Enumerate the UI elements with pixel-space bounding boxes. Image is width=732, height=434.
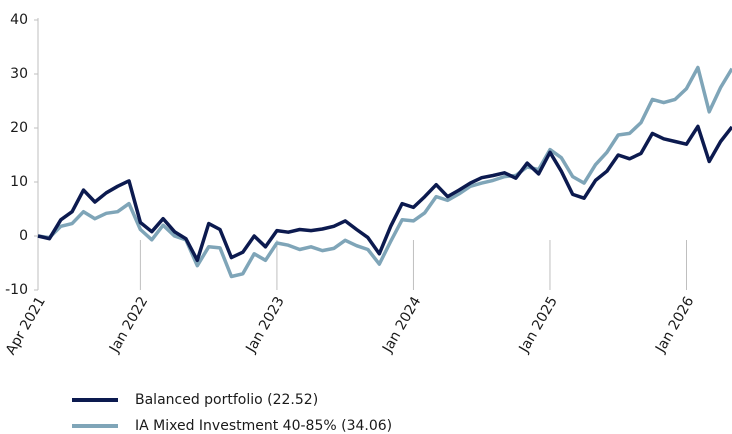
x-tick-label: Apr 2021 (3, 294, 49, 358)
x-tick-label: Jan 2023 (243, 294, 288, 356)
y-tick-label: 30 (10, 66, 28, 82)
series-line (37, 65, 732, 279)
legend-label: IA Mixed Investment 40-85% (34.06) (135, 418, 392, 434)
series-line (37, 124, 732, 263)
legend-label: Balanced portfolio (22.52) (135, 392, 318, 408)
y-tick-label: 0 (19, 228, 28, 244)
y-tick-label: 10 (10, 174, 28, 190)
y-tick-label: -10 (5, 282, 28, 298)
x-tick-label: Jan 2022 (106, 294, 151, 356)
x-tick-label: Jan 2026 (652, 294, 697, 356)
x-tick-label: Jan 2024 (379, 294, 424, 356)
y-tick-label: 40 (10, 12, 28, 28)
y-tick-label: 20 (10, 120, 28, 136)
x-tick-label: Jan 2025 (516, 294, 561, 356)
